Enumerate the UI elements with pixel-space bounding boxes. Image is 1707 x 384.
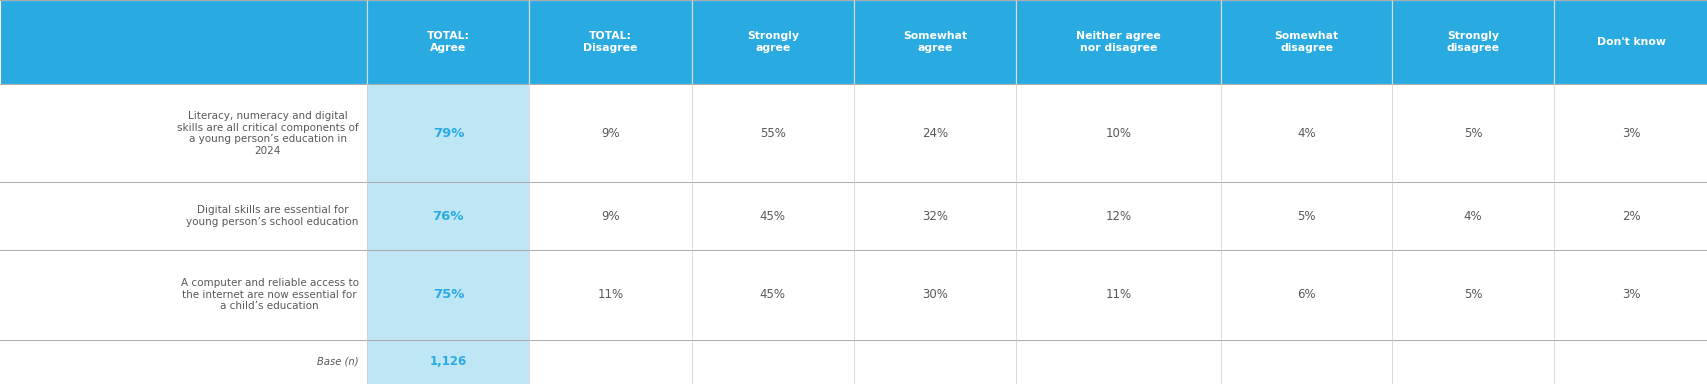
Bar: [1391, 84, 1553, 182]
Text: Strongly
disagree: Strongly disagree: [1446, 31, 1499, 53]
Bar: [854, 340, 1016, 384]
Bar: [854, 0, 1016, 84]
Bar: [529, 182, 691, 250]
Bar: [1391, 250, 1553, 340]
Bar: [0, 0, 367, 84]
Bar: [367, 340, 529, 384]
Bar: [1016, 340, 1221, 384]
Bar: [529, 84, 691, 182]
Text: 1,126: 1,126: [430, 356, 466, 368]
Text: 9%: 9%: [601, 127, 620, 140]
Text: 76%: 76%: [432, 210, 464, 222]
Text: 30%: 30%: [922, 288, 947, 301]
Text: 5%: 5%: [1463, 127, 1482, 140]
Bar: [0, 84, 367, 182]
Text: 6%: 6%: [1297, 288, 1314, 301]
Bar: [367, 84, 529, 182]
Bar: [1221, 182, 1391, 250]
Text: 5%: 5%: [1297, 210, 1314, 222]
Text: Neither agree
nor disagree: Neither agree nor disagree: [1075, 31, 1161, 53]
Bar: [1553, 182, 1707, 250]
Text: 4%: 4%: [1297, 127, 1314, 140]
Bar: [367, 182, 529, 250]
Text: 5%: 5%: [1463, 288, 1482, 301]
Bar: [1221, 340, 1391, 384]
Bar: [1391, 182, 1553, 250]
Text: Literacy, numeracy and digital
skills are all critical components of
a young per: Literacy, numeracy and digital skills ar…: [178, 111, 358, 156]
Text: TOTAL:
Agree: TOTAL: Agree: [427, 31, 469, 53]
Text: 79%: 79%: [432, 127, 464, 140]
Text: 75%: 75%: [432, 288, 464, 301]
Bar: [1221, 0, 1391, 84]
Text: 2%: 2%: [1622, 210, 1639, 222]
Bar: [1553, 340, 1707, 384]
Bar: [854, 182, 1016, 250]
Bar: [691, 340, 854, 384]
Text: Don't know: Don't know: [1596, 37, 1664, 47]
Bar: [529, 340, 691, 384]
Text: Digital skills are essential for
young person’s school education: Digital skills are essential for young p…: [186, 205, 358, 227]
Bar: [0, 182, 367, 250]
Text: 9%: 9%: [601, 210, 620, 222]
Bar: [1016, 84, 1221, 182]
Bar: [0, 340, 367, 384]
Bar: [691, 84, 854, 182]
Text: 11%: 11%: [1104, 288, 1132, 301]
Bar: [367, 250, 529, 340]
Bar: [691, 182, 854, 250]
Text: 32%: 32%: [922, 210, 947, 222]
Text: 3%: 3%: [1622, 127, 1639, 140]
Text: 12%: 12%: [1104, 210, 1132, 222]
Bar: [1553, 250, 1707, 340]
Bar: [1016, 182, 1221, 250]
Text: TOTAL:
Disagree: TOTAL: Disagree: [584, 31, 637, 53]
Bar: [1553, 0, 1707, 84]
Bar: [691, 0, 854, 84]
Text: 55%: 55%: [760, 127, 785, 140]
Bar: [367, 0, 529, 84]
Text: 10%: 10%: [1104, 127, 1132, 140]
Text: 45%: 45%: [760, 288, 785, 301]
Bar: [1016, 0, 1221, 84]
Bar: [529, 0, 691, 84]
Bar: [854, 250, 1016, 340]
Text: Base (n): Base (n): [318, 357, 358, 367]
Text: 11%: 11%: [597, 288, 623, 301]
Bar: [1553, 84, 1707, 182]
Text: Somewhat
agree: Somewhat agree: [903, 31, 966, 53]
Text: Somewhat
disagree: Somewhat disagree: [1273, 31, 1338, 53]
Bar: [691, 250, 854, 340]
Bar: [1016, 250, 1221, 340]
Bar: [529, 250, 691, 340]
Bar: [1391, 0, 1553, 84]
Text: 4%: 4%: [1463, 210, 1482, 222]
Bar: [0, 250, 367, 340]
Text: A computer and reliable access to
the internet are now essential for
a child’s e: A computer and reliable access to the in…: [181, 278, 358, 311]
Text: 45%: 45%: [760, 210, 785, 222]
Text: 3%: 3%: [1622, 288, 1639, 301]
Bar: [1221, 250, 1391, 340]
Text: Strongly
agree: Strongly agree: [746, 31, 799, 53]
Bar: [854, 84, 1016, 182]
Bar: [1391, 340, 1553, 384]
Bar: [1221, 84, 1391, 182]
Text: 24%: 24%: [922, 127, 947, 140]
